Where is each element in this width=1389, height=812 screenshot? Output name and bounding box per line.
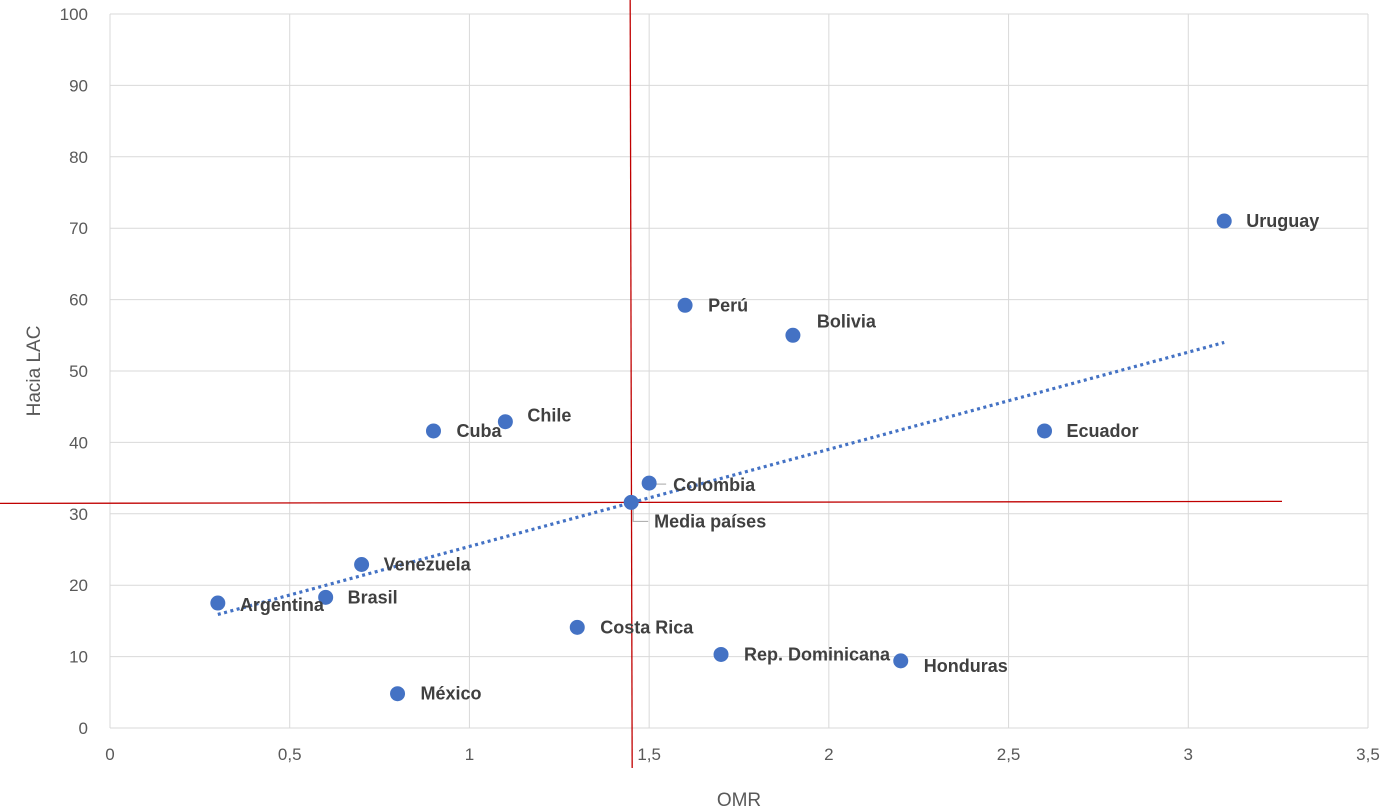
point-label-5: Ecuador <box>1067 421 1139 441</box>
data-points <box>210 213 1232 702</box>
horizontal-reference-line <box>0 500 1283 505</box>
point-label-11: Costa Rica <box>600 617 694 637</box>
y-tick-label-9: 90 <box>69 76 88 95</box>
data-point-5 <box>1037 423 1053 439</box>
gridlines <box>109 13 1369 729</box>
point-label-0: Uruguay <box>1246 211 1319 231</box>
y-tick-label-3: 30 <box>69 505 88 524</box>
x-tick-label-4: 2 <box>824 745 833 764</box>
point-label-12: Rep. Dominicana <box>744 644 891 664</box>
data-point-13 <box>893 653 909 669</box>
data-point-14 <box>390 686 406 702</box>
data-point-11 <box>569 619 585 635</box>
data-point-9 <box>318 589 334 605</box>
x-tick-label-3: 1,5 <box>637 745 661 764</box>
data-point-7 <box>623 494 639 510</box>
point-label-7: Media países <box>654 511 766 531</box>
y-tick-label-2: 20 <box>69 576 88 595</box>
y-tick-label-7: 70 <box>69 219 88 238</box>
data-point-0 <box>1216 213 1232 229</box>
x-tick-label-5: 2,5 <box>997 745 1021 764</box>
x-tick-label-7: 3,5 <box>1356 745 1380 764</box>
point-label-1: Perú <box>708 295 748 315</box>
vertical-reference-line <box>629 0 633 769</box>
point-label-8: Venezuela <box>384 554 472 574</box>
data-point-10 <box>210 595 226 611</box>
point-label-4: Cuba <box>456 421 502 441</box>
x-axis-title: OMR <box>717 790 761 811</box>
y-tick-label-0: 0 <box>79 719 88 738</box>
leader-lines <box>632 483 667 522</box>
y-tick-label-8: 80 <box>69 148 88 167</box>
trendline <box>217 340 1225 617</box>
point-label-10: Argentina <box>240 595 325 615</box>
point-label-14: México <box>421 684 482 704</box>
x-tick-label-0: 0 <box>105 745 114 764</box>
data-point-12 <box>713 646 729 662</box>
x-tick-label-2: 1 <box>465 745 474 764</box>
y-tick-label-10: 100 <box>60 5 88 24</box>
leader-line-7 <box>632 508 649 522</box>
point-label-3: Chile <box>527 406 571 426</box>
data-point-1 <box>677 297 693 313</box>
y-tick-label-6: 60 <box>69 291 88 310</box>
y-tick-label-4: 40 <box>69 433 88 452</box>
point-labels: Uruguay Perú Bolivia Chile Cuba Ecuador Colomb… <box>240 211 1319 704</box>
reference-lines <box>0 0 1283 769</box>
tick-labels: 0 10 20 30 40 50 60 70 80 90 100 0 0,5 1 1,5 2 2,5 3 3,5 <box>60 5 1380 764</box>
data-point-6 <box>641 475 657 491</box>
data-point-2 <box>785 327 801 343</box>
data-point-3 <box>497 414 513 430</box>
point-label-9: Brasil <box>348 587 398 607</box>
y-tick-label-1: 10 <box>69 648 88 667</box>
y-tick-label-5: 50 <box>69 362 88 381</box>
point-label-2: Bolivia <box>817 311 877 331</box>
y-axis-title: Hacia LAC <box>24 326 45 417</box>
trendline-group <box>217 340 1225 617</box>
data-point-4 <box>425 423 441 439</box>
point-label-13: Honduras <box>924 656 1008 676</box>
x-tick-label-6: 3 <box>1184 745 1193 764</box>
x-tick-label-1: 0,5 <box>278 745 302 764</box>
data-point-8 <box>354 556 370 572</box>
point-label-6: Colombia <box>673 475 756 495</box>
